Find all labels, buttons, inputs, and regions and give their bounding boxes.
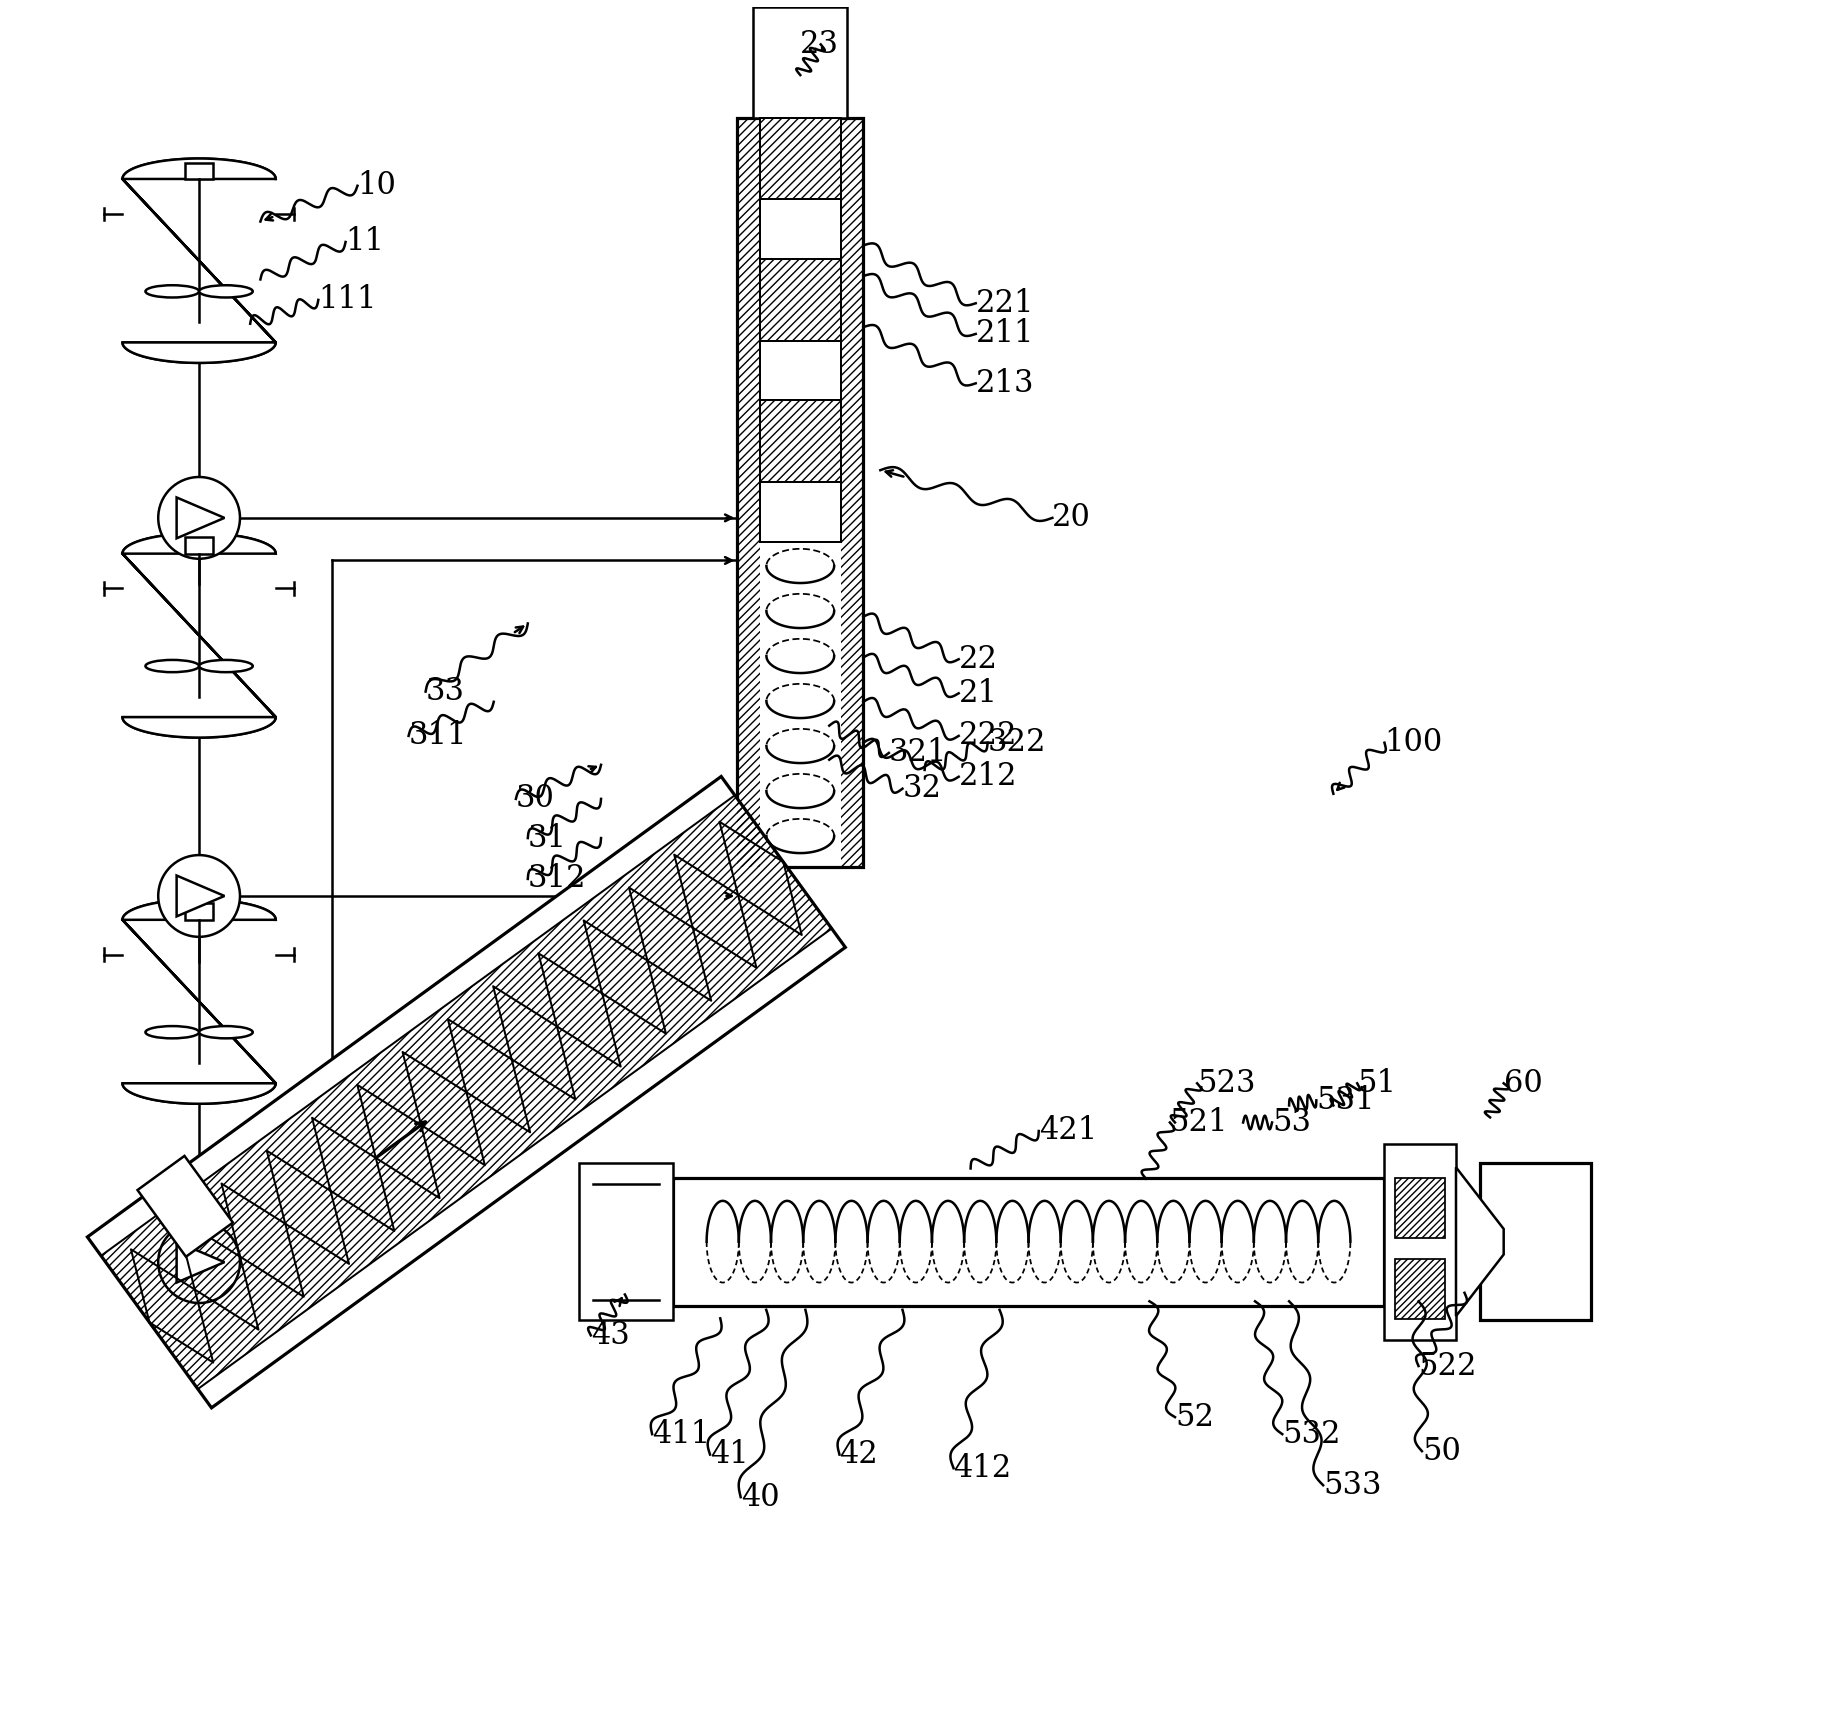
Text: 100: 100 xyxy=(1385,728,1443,759)
Bar xyxy=(738,118,864,867)
Bar xyxy=(1396,1178,1445,1238)
Bar xyxy=(760,118,840,199)
Text: 311: 311 xyxy=(408,721,466,752)
Bar xyxy=(760,482,840,543)
Text: 522: 522 xyxy=(1419,1351,1478,1382)
Polygon shape xyxy=(122,534,275,738)
Bar xyxy=(760,118,840,199)
Circle shape xyxy=(159,1221,241,1303)
Bar xyxy=(1479,1164,1591,1320)
Polygon shape xyxy=(177,498,224,539)
Text: 322: 322 xyxy=(988,728,1046,759)
Bar xyxy=(760,259,840,340)
Text: 30: 30 xyxy=(516,783,554,814)
Text: 11: 11 xyxy=(346,227,384,258)
Bar xyxy=(738,118,760,867)
Text: 411: 411 xyxy=(652,1418,711,1449)
Polygon shape xyxy=(177,876,224,917)
Text: 42: 42 xyxy=(840,1439,878,1470)
Bar xyxy=(1385,1144,1456,1339)
Circle shape xyxy=(159,855,241,937)
Ellipse shape xyxy=(146,285,199,297)
Bar xyxy=(760,400,840,482)
Text: 20: 20 xyxy=(1053,503,1091,534)
Bar xyxy=(672,1178,1385,1305)
Text: 221: 221 xyxy=(977,288,1035,319)
Text: 21: 21 xyxy=(958,678,998,709)
Text: 533: 533 xyxy=(1323,1470,1381,1501)
Bar xyxy=(760,259,840,340)
Text: 531: 531 xyxy=(1315,1085,1376,1116)
Ellipse shape xyxy=(146,659,199,671)
Ellipse shape xyxy=(146,1027,199,1039)
Bar xyxy=(760,199,840,259)
Bar xyxy=(754,7,847,118)
Text: 32: 32 xyxy=(902,773,942,804)
Text: 222: 222 xyxy=(958,721,1017,752)
Text: 212: 212 xyxy=(958,761,1017,792)
Text: 33: 33 xyxy=(426,676,465,707)
Text: 312: 312 xyxy=(528,864,587,895)
Text: 51: 51 xyxy=(1357,1068,1396,1099)
Text: 532: 532 xyxy=(1283,1418,1341,1449)
Text: 521: 521 xyxy=(1170,1107,1228,1138)
Polygon shape xyxy=(1456,1168,1503,1317)
Text: 43: 43 xyxy=(590,1320,630,1351)
Text: 31: 31 xyxy=(528,822,567,853)
Text: 213: 213 xyxy=(977,367,1035,398)
Text: 10: 10 xyxy=(357,170,397,201)
Ellipse shape xyxy=(199,285,253,297)
Polygon shape xyxy=(122,158,275,362)
Text: 40: 40 xyxy=(742,1482,780,1513)
Text: 41: 41 xyxy=(711,1439,749,1470)
Text: 321: 321 xyxy=(889,737,947,769)
Bar xyxy=(760,400,840,482)
Ellipse shape xyxy=(199,1027,253,1039)
Text: 52: 52 xyxy=(1175,1401,1213,1432)
Text: 60: 60 xyxy=(1503,1068,1543,1099)
Text: 211: 211 xyxy=(977,318,1035,350)
Circle shape xyxy=(159,477,241,558)
Text: 523: 523 xyxy=(1197,1068,1255,1099)
Ellipse shape xyxy=(199,659,253,671)
Text: 53: 53 xyxy=(1272,1107,1312,1138)
Text: 22: 22 xyxy=(958,644,998,675)
Polygon shape xyxy=(137,1156,233,1257)
Polygon shape xyxy=(87,776,845,1408)
Text: 23: 23 xyxy=(800,29,840,60)
Polygon shape xyxy=(177,1241,224,1283)
Bar xyxy=(186,903,213,920)
Bar xyxy=(186,163,213,179)
Bar xyxy=(760,340,840,400)
Text: 50: 50 xyxy=(1421,1435,1461,1466)
Text: 421: 421 xyxy=(1039,1116,1097,1147)
Bar xyxy=(1396,1259,1445,1319)
Text: 111: 111 xyxy=(319,285,377,316)
Bar xyxy=(186,537,213,553)
Bar xyxy=(579,1164,672,1320)
Text: 412: 412 xyxy=(953,1453,1011,1483)
Bar xyxy=(840,118,864,867)
Polygon shape xyxy=(122,900,275,1104)
